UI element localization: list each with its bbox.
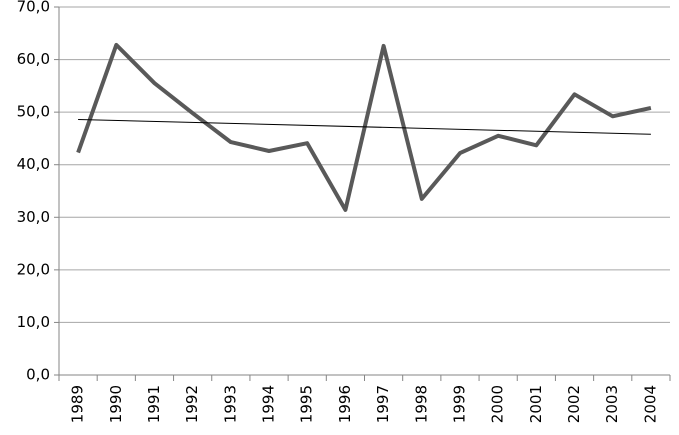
x-tick-label: 1997	[374, 385, 392, 423]
y-tick-label: 40,0	[17, 155, 50, 173]
trend-line	[78, 119, 651, 135]
x-tick-label: 2002	[565, 385, 583, 423]
x-tick-label: 1991	[145, 385, 163, 423]
x-tick-label: 1992	[183, 385, 201, 423]
data-line	[76, 42, 652, 212]
y-tick-label: 70,0	[17, 0, 50, 16]
y-tick-label: 30,0	[17, 208, 50, 226]
x-tick-label: 1993	[221, 385, 239, 423]
x-tick-label: 2003	[603, 385, 621, 423]
x-tick-label: 1995	[298, 385, 316, 423]
x-tick-label: 2004	[641, 385, 659, 423]
x-tick-label: 2001	[527, 385, 545, 423]
y-tick-label: 60,0	[17, 50, 50, 68]
x-tick-label: 1989	[69, 385, 87, 423]
y-tick-label: 50,0	[17, 103, 50, 121]
x-tick-label: 1996	[336, 385, 354, 423]
x-tick-label: 1998	[412, 385, 430, 423]
x-tick-label: 2000	[489, 385, 507, 423]
x-tick-label: 1999	[450, 385, 468, 423]
y-tick-label: 0,0	[26, 366, 50, 384]
y-tick-label: 20,0	[17, 260, 50, 278]
x-tick-label: 1994	[260, 385, 278, 423]
y-tick-label: 10,0	[17, 313, 50, 331]
x-tick-label: 1990	[107, 385, 125, 423]
